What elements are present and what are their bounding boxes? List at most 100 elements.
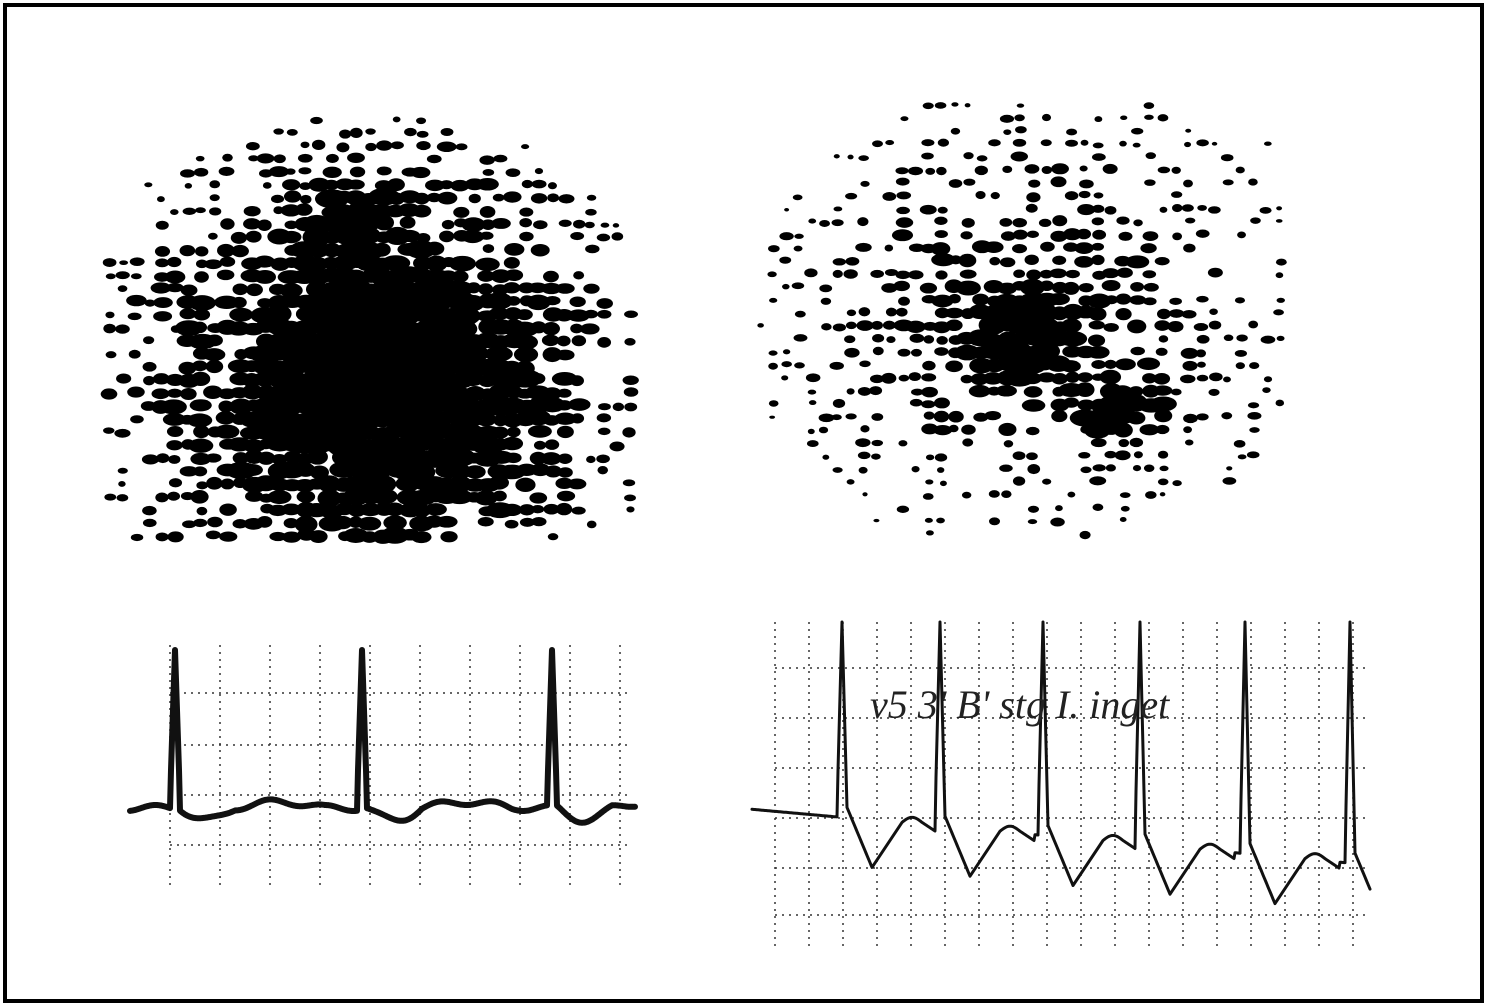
scan-dot <box>1142 373 1157 384</box>
scan-dot <box>769 297 778 303</box>
scan-dot <box>934 216 948 225</box>
scan-dot <box>1249 362 1260 370</box>
scan-dot <box>254 255 276 268</box>
scan-dot <box>557 467 573 478</box>
scan-dot <box>1050 517 1065 527</box>
scan-dot <box>1103 322 1119 332</box>
scan-dot <box>126 294 147 307</box>
scan-dot <box>908 270 924 280</box>
scan-dot <box>1026 452 1038 461</box>
scan-dot <box>855 438 871 448</box>
scan-dot <box>846 479 855 485</box>
scan-dot <box>299 182 312 190</box>
scan-dot <box>383 515 407 531</box>
scan-dot <box>1246 451 1260 459</box>
scan-dot <box>936 166 947 176</box>
scan-dot <box>413 192 430 205</box>
scan-dot <box>281 230 302 244</box>
scan-dot <box>399 229 421 243</box>
scan-dot <box>872 346 884 356</box>
scan-dot <box>1078 452 1091 459</box>
scan-dot <box>157 196 165 203</box>
scan-dot <box>506 426 521 438</box>
scan-dot <box>195 207 206 214</box>
scan-dot <box>501 436 524 451</box>
scan-dot <box>1012 244 1028 254</box>
scan-dot <box>1234 350 1248 357</box>
scan-dot <box>339 129 352 139</box>
scan-dot <box>209 180 221 189</box>
scan-dot <box>1104 450 1117 459</box>
scan-dot <box>1119 140 1127 147</box>
scan-dot <box>410 166 431 179</box>
scan-dot <box>267 304 292 323</box>
scan-dot <box>195 155 205 162</box>
scan-dot <box>573 271 585 280</box>
scan-dot <box>847 154 854 160</box>
scan-dot <box>436 141 457 153</box>
scan-dot <box>1222 477 1237 485</box>
scan-dot <box>464 309 481 323</box>
scan-dot <box>1263 376 1273 383</box>
scan-dot <box>1157 450 1169 459</box>
scan-dot <box>544 439 560 450</box>
scan-dot <box>583 283 600 294</box>
scan-dot <box>1144 179 1156 186</box>
scan-dot <box>882 192 897 201</box>
scan-dot <box>232 283 249 296</box>
scan-dot <box>167 388 183 398</box>
scan-dot <box>502 282 521 294</box>
scan-dot <box>1099 369 1122 385</box>
scan-dot <box>984 410 1002 421</box>
scan-dot <box>924 517 933 523</box>
scan-dot <box>1130 281 1145 292</box>
scan-dot <box>857 217 869 227</box>
scan-dot <box>180 388 197 400</box>
scan-dot <box>1275 399 1285 407</box>
scan-dot <box>959 269 977 279</box>
scan-dot <box>1027 519 1038 525</box>
scan-dot <box>806 440 819 448</box>
scan-dot <box>453 206 470 218</box>
scan-dot <box>1021 399 1046 412</box>
scan-dot <box>168 455 181 464</box>
scan-dot <box>905 320 926 333</box>
scan-dot <box>555 349 575 361</box>
scan-dot <box>295 203 313 216</box>
scan-dot <box>846 388 855 395</box>
handwritten-annotation: v5 3' B' stg I. inget <box>870 682 1170 727</box>
scan-dot <box>530 193 548 204</box>
scan-dot <box>779 256 792 264</box>
scan-dot <box>585 244 600 254</box>
scan-dot <box>245 283 263 297</box>
scan-dot <box>1157 114 1169 122</box>
scan-dot <box>833 154 840 159</box>
scan-dot <box>1064 191 1079 201</box>
scan-dot <box>477 516 494 527</box>
scan-dot <box>127 312 142 321</box>
scan-dot <box>1078 283 1094 293</box>
scan-dot <box>557 388 572 398</box>
scan-dot <box>544 465 562 478</box>
scan-dot <box>541 334 560 347</box>
scan-dot <box>895 217 914 228</box>
scan-dot <box>530 321 547 334</box>
scan-dot <box>939 480 947 487</box>
scan-dot <box>1276 335 1285 342</box>
scan-dot <box>1142 231 1159 241</box>
scan-dot <box>822 454 830 460</box>
scan-dot <box>596 413 612 423</box>
scan-dot <box>127 386 145 398</box>
scan-dot <box>1065 371 1080 383</box>
scan-dot <box>832 467 843 473</box>
scan-dot <box>282 531 301 543</box>
scan-dot <box>845 321 857 330</box>
scan-dot <box>118 481 126 487</box>
scan-dot <box>844 335 856 344</box>
scan-dot <box>885 307 898 317</box>
scan-dot <box>934 453 948 462</box>
scan-dot <box>219 531 238 542</box>
scan-dot <box>209 207 222 216</box>
scan-dot <box>232 519 248 529</box>
scan-dot <box>1179 374 1196 384</box>
